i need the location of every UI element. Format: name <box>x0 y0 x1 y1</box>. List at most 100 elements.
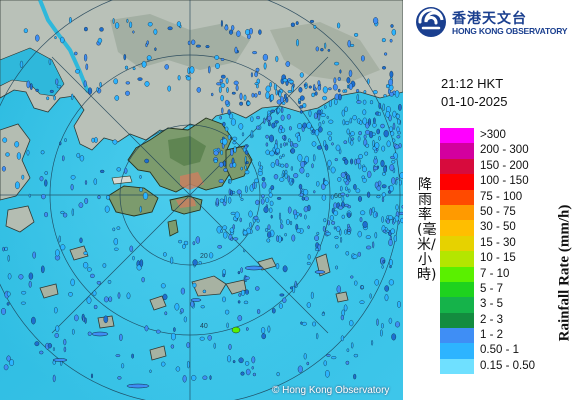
rain-echo <box>328 135 332 141</box>
rain-echo <box>332 83 338 91</box>
rain-echo <box>344 120 350 125</box>
rain-echo <box>70 183 74 191</box>
legend-swatch <box>440 281 474 298</box>
rain-echo <box>104 205 110 213</box>
rain-echo <box>32 251 37 259</box>
rain-echo <box>347 223 350 228</box>
legend-row: 75 - 100 <box>440 189 570 205</box>
legend-row: 5 - 7 <box>440 281 570 298</box>
rain-echo <box>196 87 202 93</box>
rain-echo <box>251 356 256 364</box>
rain-echo <box>290 148 296 154</box>
urban-area <box>180 172 204 190</box>
rain-echo <box>220 94 224 102</box>
rain-echo <box>346 174 351 181</box>
rain-echo <box>21 291 27 295</box>
rain-echo <box>373 17 379 25</box>
rain-echo <box>125 81 131 85</box>
rain-echo <box>82 316 86 322</box>
rain-echo <box>149 369 152 373</box>
rain-echo <box>85 63 89 71</box>
rain-echo <box>114 247 119 251</box>
rain-echo <box>385 83 390 89</box>
rain-echo <box>60 210 65 215</box>
rain-echo <box>252 51 258 55</box>
rain-echo <box>177 75 181 81</box>
rain-echo <box>126 18 129 23</box>
rain-echo <box>301 196 305 201</box>
rain-echo <box>337 76 341 81</box>
rain-echo <box>239 92 243 101</box>
rain-echo <box>200 305 205 309</box>
rain-echo <box>6 291 11 297</box>
legend-row: 15 - 30 <box>440 235 570 252</box>
rain-echo <box>265 85 271 93</box>
rain-echo <box>322 95 328 101</box>
rain-echo <box>354 33 359 37</box>
hko-logo[interactable]: 香港天文台 HONG KONG OBSERVATORY <box>415 6 575 38</box>
rain-echo <box>287 175 290 183</box>
rain-echo <box>353 373 357 380</box>
rain-echo <box>316 333 319 340</box>
rain-echo <box>305 172 310 178</box>
rain-echo <box>258 29 262 35</box>
legend-label: 0.15 - 0.50 <box>480 359 535 372</box>
rain-echo <box>189 66 195 74</box>
rain-echo <box>63 338 67 346</box>
rain-echo <box>337 177 342 182</box>
rain-echo <box>190 300 195 308</box>
rain-echo <box>382 259 386 264</box>
radar-map[interactable]: 20 40 60 © Hong Kong Observatory <box>0 0 403 400</box>
rain-echo <box>275 147 280 154</box>
rain-echo <box>132 67 136 71</box>
rain-echo <box>324 144 329 151</box>
rain-echo <box>228 179 231 183</box>
rain-echo <box>94 137 98 143</box>
rain-echo <box>395 179 398 186</box>
rain-echo <box>62 155 65 162</box>
rain-echo <box>112 227 116 232</box>
rain-echo <box>155 329 161 334</box>
rain-echo <box>389 38 393 43</box>
rain-echo <box>341 214 345 219</box>
rain-echo <box>191 39 196 45</box>
rain-echo <box>223 167 228 172</box>
rain-echo <box>139 205 142 213</box>
rain-echo <box>234 46 238 54</box>
legend-row: 100 - 150 <box>440 174 570 190</box>
rain-echo <box>245 361 250 366</box>
rain-echo <box>256 115 260 120</box>
rain-echo <box>333 210 339 216</box>
rain-echo <box>374 155 377 160</box>
rain-echo <box>282 78 288 83</box>
rain-echo <box>322 120 325 125</box>
rain-echo <box>372 241 375 249</box>
rain-echo <box>28 193 31 198</box>
rain-echo <box>401 205 403 209</box>
rain-echo <box>222 296 226 303</box>
rain-echo <box>336 225 341 232</box>
rain-echo <box>330 194 334 200</box>
legend-title-chinese: 降雨率(毫米/小時) <box>417 177 437 283</box>
rain-echo <box>334 235 339 239</box>
rain-echo <box>47 343 52 349</box>
legend-label: 50 - 75 <box>480 205 516 218</box>
rain-echo <box>390 155 395 160</box>
west-island <box>5 205 35 233</box>
legend-label: 2 - 3 <box>480 313 504 326</box>
rain-echo <box>315 247 320 251</box>
rain-echo <box>187 40 191 46</box>
rain-echo <box>327 49 331 52</box>
rain-echo <box>84 180 88 185</box>
rain-echo <box>267 325 271 333</box>
rain-echo <box>261 327 266 334</box>
rain-echo <box>327 166 331 170</box>
rain-echo <box>167 85 171 92</box>
rain-echo <box>96 86 99 92</box>
rain-echo <box>52 358 68 362</box>
rain-echo <box>328 119 334 124</box>
rain-echo <box>55 325 60 333</box>
rain-echo <box>351 342 354 349</box>
rain-echo <box>227 134 231 140</box>
rain-echo <box>340 236 343 243</box>
